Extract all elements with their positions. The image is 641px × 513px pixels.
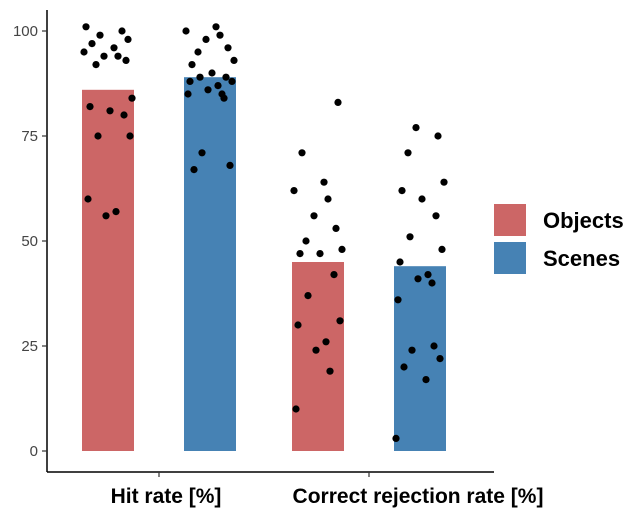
data-point xyxy=(92,61,100,69)
data-point xyxy=(324,195,332,203)
data-point xyxy=(198,149,206,157)
y-tick-label: 25 xyxy=(21,338,38,355)
data-point xyxy=(304,292,312,300)
data-point xyxy=(394,296,402,304)
y-axis-ticks: 0 25 50 75 100 xyxy=(13,23,47,460)
data-point xyxy=(110,44,118,52)
data-point xyxy=(182,27,190,35)
data-point xyxy=(430,342,438,350)
data-point xyxy=(226,161,234,169)
data-point xyxy=(322,338,330,346)
data-point xyxy=(216,31,224,39)
data-point xyxy=(316,250,324,258)
data-point xyxy=(112,208,120,216)
data-point xyxy=(392,434,400,442)
data-point xyxy=(214,82,222,90)
data-point xyxy=(224,44,232,52)
data-point xyxy=(414,275,422,283)
bar-objects-hit-rate xyxy=(82,89,134,452)
data-point xyxy=(88,40,96,48)
data-point xyxy=(438,245,446,253)
y-tick-label: 100 xyxy=(13,23,38,40)
data-point xyxy=(84,195,92,203)
data-point xyxy=(326,367,334,375)
data-point xyxy=(100,52,108,60)
data-point xyxy=(404,149,412,157)
data-point xyxy=(294,321,302,329)
data-point xyxy=(298,149,306,157)
data-point xyxy=(122,56,130,64)
data-point xyxy=(186,77,194,85)
data-point xyxy=(106,107,114,115)
data-point xyxy=(424,271,432,279)
data-point xyxy=(290,187,298,195)
data-point xyxy=(418,195,426,203)
legend-label-scenes: Scenes xyxy=(543,246,620,271)
data-point xyxy=(302,237,310,245)
data-point xyxy=(190,166,198,174)
data-point xyxy=(312,346,320,354)
data-point xyxy=(436,355,444,363)
data-point xyxy=(196,73,204,81)
data-point xyxy=(204,86,212,94)
bar-scenes-hit-rate xyxy=(184,77,236,451)
data-point xyxy=(310,212,318,220)
data-point xyxy=(434,132,442,140)
data-point xyxy=(408,346,416,354)
data-point xyxy=(398,187,406,195)
data-point xyxy=(80,48,88,56)
data-point xyxy=(82,23,90,31)
data-point xyxy=(332,224,340,232)
data-point xyxy=(422,376,430,384)
data-point xyxy=(222,73,230,81)
data-point xyxy=(412,124,420,132)
legend-swatch-objects xyxy=(494,204,526,236)
x-category-label: Hit rate [%] xyxy=(111,485,222,508)
data-point xyxy=(338,245,346,253)
data-point xyxy=(202,35,210,44)
data-point xyxy=(330,271,338,279)
data-point xyxy=(428,279,436,287)
data-point xyxy=(396,258,404,266)
data-point xyxy=(440,178,448,186)
data-point xyxy=(188,61,196,69)
y-tick-label: 75 xyxy=(21,128,38,145)
data-point xyxy=(128,94,136,102)
legend: Objects Scenes xyxy=(494,204,624,274)
points-layer xyxy=(80,23,448,442)
data-point xyxy=(208,69,216,77)
data-point xyxy=(94,132,102,140)
data-point xyxy=(184,90,192,98)
data-point xyxy=(124,35,132,44)
data-point xyxy=(212,23,220,31)
data-point xyxy=(296,250,304,258)
data-point xyxy=(86,103,94,111)
data-point xyxy=(432,212,440,220)
data-point xyxy=(228,77,236,85)
data-point xyxy=(334,98,342,106)
data-point xyxy=(118,27,126,35)
data-point xyxy=(400,363,408,371)
data-point xyxy=(406,233,414,241)
data-point xyxy=(292,405,300,413)
data-point xyxy=(102,212,110,220)
data-point xyxy=(220,94,228,102)
y-tick-label: 0 xyxy=(30,443,38,460)
data-point xyxy=(320,178,328,186)
data-point xyxy=(230,56,238,64)
data-point xyxy=(120,111,128,119)
y-tick-label: 50 xyxy=(21,233,38,250)
data-point xyxy=(336,317,344,325)
data-point xyxy=(114,52,122,60)
x-axis-labels: Hit rate [%] Correct rejection rate [%] xyxy=(111,472,544,508)
data-point xyxy=(194,48,202,56)
legend-label-objects: Objects xyxy=(543,208,624,233)
data-point xyxy=(96,31,104,39)
x-category-label: Correct rejection rate [%] xyxy=(293,485,544,508)
bar-objects-correct-rejection xyxy=(292,262,344,451)
bars-layer xyxy=(82,77,446,452)
legend-swatch-scenes xyxy=(494,242,526,274)
data-point xyxy=(126,132,134,140)
